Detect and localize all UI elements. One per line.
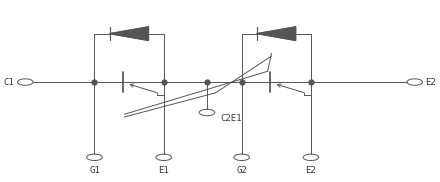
Polygon shape: [257, 27, 296, 40]
Text: E2: E2: [425, 78, 436, 86]
Text: G1: G1: [89, 166, 100, 175]
Text: C2E1: C2E1: [220, 114, 242, 123]
Polygon shape: [110, 27, 149, 40]
Text: E2: E2: [305, 166, 316, 175]
Text: E1: E1: [158, 166, 169, 175]
Text: G2: G2: [236, 166, 247, 175]
Text: C1: C1: [4, 78, 15, 86]
